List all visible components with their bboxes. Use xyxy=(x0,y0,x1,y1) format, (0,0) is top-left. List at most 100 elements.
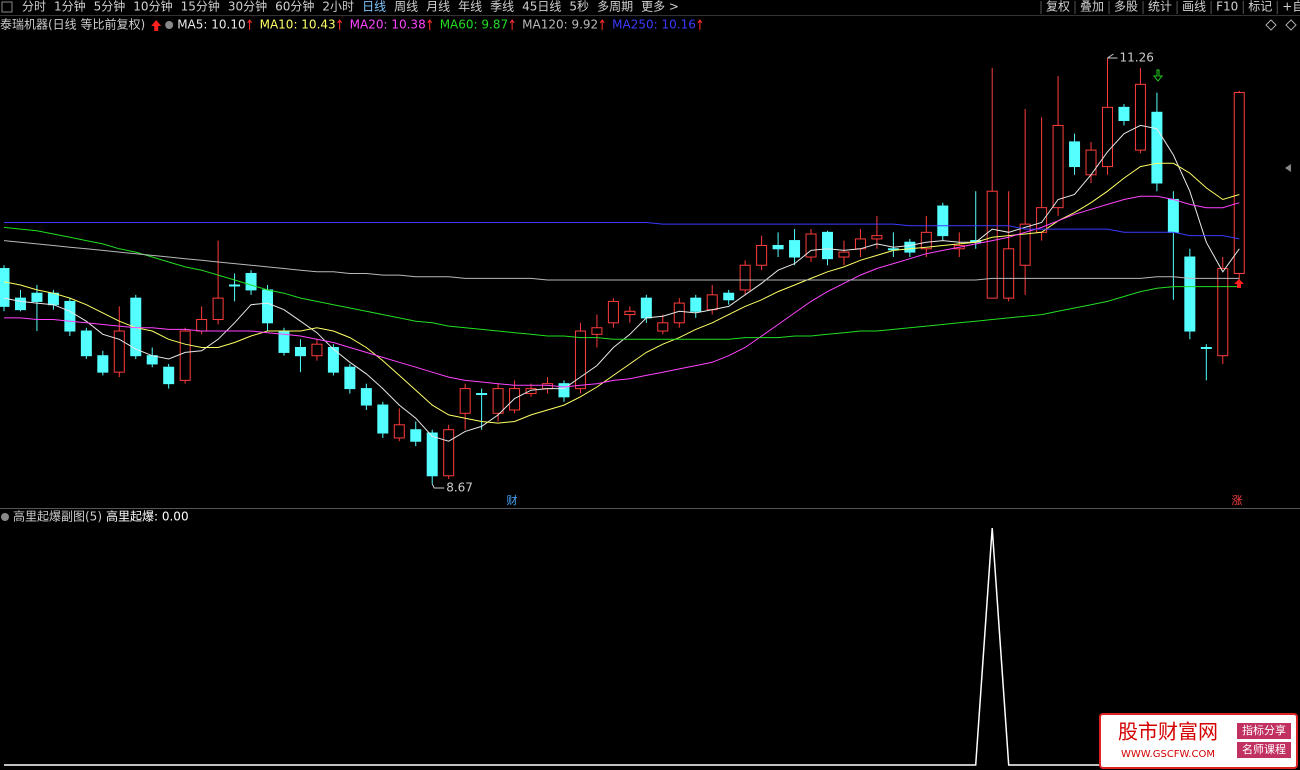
candle-body xyxy=(607,300,619,324)
candle-body xyxy=(492,388,504,414)
candle-body xyxy=(690,297,702,312)
indicator-value: 高里起爆: 0.00 xyxy=(106,509,189,524)
candle-body xyxy=(443,429,455,477)
candle-body xyxy=(805,233,817,258)
candle-body xyxy=(426,432,438,477)
window-icon[interactable] xyxy=(1,1,13,13)
ma-legend: MA120: 9.92 xyxy=(522,18,598,32)
candle-body xyxy=(986,190,998,299)
candle-body xyxy=(196,319,208,332)
candle-body xyxy=(706,294,718,311)
candle-body xyxy=(657,322,669,332)
menu-icon[interactable] xyxy=(165,21,174,29)
candle-body xyxy=(1101,106,1113,168)
legend-toggle[interactable] xyxy=(1265,19,1297,31)
period-tab[interactable]: 年线 xyxy=(458,0,482,14)
candle-body xyxy=(640,297,652,319)
period-tab[interactable]: 5秒 xyxy=(569,0,589,14)
candle-body xyxy=(80,330,92,357)
ma-trend-arrow xyxy=(697,19,703,30)
candle-body xyxy=(1167,198,1179,233)
candle-body xyxy=(574,330,586,390)
period-tab[interactable]: 30分钟 xyxy=(228,0,267,14)
high-label: 11.26 xyxy=(1119,51,1153,65)
chart-title: 泰瑞机器(日线 等比前复权) xyxy=(0,17,145,32)
event-marker[interactable]: 涨 xyxy=(1232,494,1243,507)
buy-arrow xyxy=(1234,279,1244,288)
candle-body xyxy=(624,310,636,316)
tool-button[interactable]: 画线 xyxy=(1182,0,1206,14)
candle-body xyxy=(212,297,224,321)
candle-body xyxy=(64,300,76,332)
candle-body xyxy=(179,330,191,381)
ma-line xyxy=(3,226,1240,340)
watermark-name: 股市财富网 xyxy=(1118,720,1218,744)
candle-body xyxy=(262,289,274,324)
candle-body xyxy=(591,327,603,335)
candle-body xyxy=(1085,149,1097,176)
event-marker[interactable]: 财 xyxy=(507,493,518,507)
candle-body xyxy=(1217,268,1229,357)
candle-body xyxy=(1233,92,1245,274)
period-tab[interactable]: 多周期 xyxy=(597,0,633,14)
sell-arrow xyxy=(1152,69,1164,82)
candle-body xyxy=(1118,106,1130,122)
period-tab[interactable]: 5分钟 xyxy=(94,0,126,14)
period-tab[interactable]: 60分钟 xyxy=(275,0,314,14)
period-tab[interactable]: 10分钟 xyxy=(133,0,172,14)
candle-body xyxy=(558,383,570,398)
ma-legend: MA5: 10.10 xyxy=(177,18,245,32)
ma-trend-arrow xyxy=(337,19,343,30)
ma-legend: MA250: 10.16 xyxy=(612,18,696,32)
candle-body xyxy=(459,388,471,414)
indicator-menu[interactable] xyxy=(1,513,9,521)
candle-body xyxy=(163,366,175,385)
tool-button[interactable]: 统计 xyxy=(1148,0,1172,14)
tool-button[interactable]: 复权 xyxy=(1046,0,1070,14)
watermark-tag-bg xyxy=(1237,723,1291,739)
ma-trend-arrow xyxy=(427,19,433,30)
ma-legend: MA10: 10.43 xyxy=(260,18,336,32)
candle-body xyxy=(113,330,125,373)
candle-body xyxy=(904,241,916,253)
ma-line xyxy=(3,162,1240,424)
low-pointer xyxy=(431,483,445,489)
candle-body xyxy=(1069,141,1081,168)
ma-line xyxy=(4,222,1240,240)
indicator-line xyxy=(4,527,1240,766)
ma-line xyxy=(3,124,1240,442)
period-tab[interactable]: 季线 xyxy=(490,0,514,14)
candle-body xyxy=(294,346,306,357)
period-tab[interactable]: 更多 > xyxy=(641,0,679,14)
watermark: 股市财富网 WWW.GSCFW.COM 指标分享 名师课程 xyxy=(1099,713,1298,769)
side-arrow[interactable] xyxy=(1285,164,1291,172)
candle-body xyxy=(920,231,932,250)
candle-body xyxy=(377,404,389,434)
candle-body xyxy=(871,235,883,240)
high-pointer xyxy=(1107,53,1118,59)
candle-body xyxy=(47,292,59,306)
tool-button[interactable]: 多股 xyxy=(1114,0,1138,14)
period-tab[interactable]: 2小时 xyxy=(322,0,354,14)
tool-button[interactable]: 标记 xyxy=(1248,0,1272,14)
tool-button[interactable]: F10 xyxy=(1216,0,1238,14)
period-tab[interactable]: 日线 xyxy=(362,0,386,14)
candle-body xyxy=(673,302,685,324)
candle-body xyxy=(1151,111,1163,184)
period-tab[interactable]: 月线 xyxy=(426,0,450,14)
tool-button[interactable]: 叠加 xyxy=(1080,0,1104,14)
ma-line xyxy=(3,240,1240,281)
period-tab[interactable]: 分时 xyxy=(22,0,46,14)
period-tab[interactable]: 周线 xyxy=(394,0,418,14)
period-tab[interactable]: 1分钟 xyxy=(54,0,86,14)
candle-body xyxy=(772,245,784,250)
tool-button[interactable]: +自 xyxy=(1282,0,1300,14)
period-tab[interactable]: 45日线 xyxy=(522,0,561,14)
period-tab[interactable]: 15分钟 xyxy=(181,0,220,14)
candle-body xyxy=(245,272,257,291)
candle-body xyxy=(344,366,356,390)
candle-body xyxy=(393,424,405,439)
candle-body xyxy=(1003,248,1015,299)
